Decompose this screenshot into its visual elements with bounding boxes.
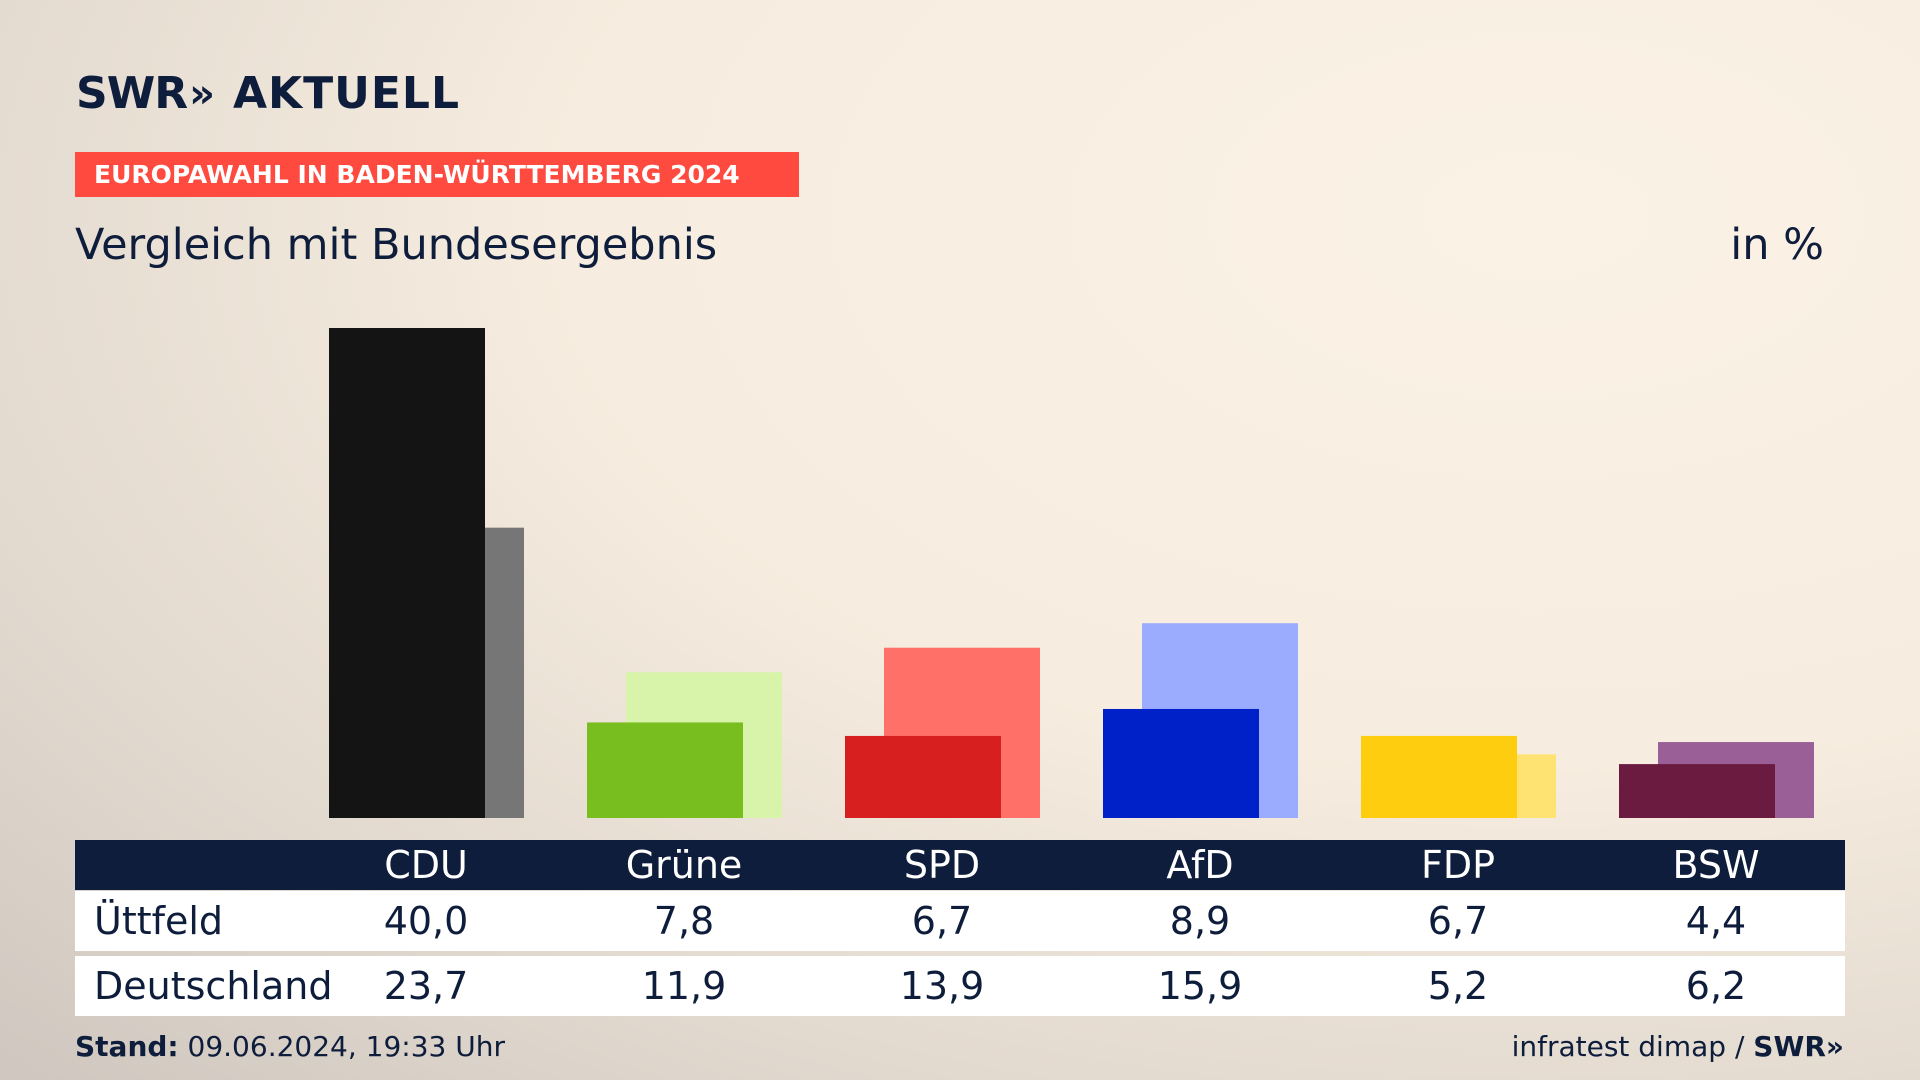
source-text: infratest dimap / [1511,1030,1745,1063]
logo-aktuell-text: AKTUELL [232,68,460,119]
bar-local-grüne [587,722,743,818]
row-label-germany: Deutschland [94,964,333,1008]
source-credit: infratest dimap / SWR» [1512,1030,1844,1063]
table-row-local: Üttfeld 40,0 7,8 6,7 8,9 6,7 4,4 [75,891,1845,951]
value-germany-spd: 13,9 [899,964,985,1008]
party-label-grüne: Grüne [625,843,743,887]
row-label-local: Üttfeld [94,899,224,943]
party-header-row: CDU Grüne SPD AfD FDP BSW [75,840,1845,890]
stand-value: 09.06.2024, 19:33 Uhr [187,1030,505,1063]
logo-swr-text: SWR [76,68,188,119]
bar-local-spd [845,735,1001,818]
value-germany-afd: 15,9 [1157,964,1243,1008]
bar-local-fdp [1361,735,1517,818]
value-germany-bsw: 6,2 [1685,964,1747,1008]
party-label-fdp: FDP [1420,843,1496,887]
value-local-grüne: 7,8 [653,899,715,943]
stand-label: Stand: [75,1030,179,1063]
value-local-fdp: 6,7 [1427,899,1489,943]
value-germany-fdp: 5,2 [1427,964,1489,1008]
value-germany-grüne: 11,9 [641,964,727,1008]
chart-subtitle: Vergleich mit Bundesergebnis [75,220,718,270]
election-banner: EUROPAWAHL IN BADEN-WÜRTTEMBERG 2024 [75,152,799,197]
swr-aktuell-logo: SWR » AKTUELL [76,68,460,119]
timestamp: Stand: 09.06.2024, 19:33 Uhr [75,1030,505,1063]
value-local-spd: 6,7 [911,899,973,943]
party-label-spd: SPD [903,843,981,887]
bar-local-afd [1103,708,1259,818]
party-label-afd: AfD [1166,843,1234,887]
unit-label: in % [1730,220,1824,270]
value-local-afd: 8,9 [1169,899,1231,943]
logo-arrows-icon: » [189,70,215,117]
table-row-germany: Deutschland 23,7 11,9 13,9 15,9 5,2 6,2 [75,956,1845,1016]
value-local-bsw: 4,4 [1685,899,1747,943]
party-label-cdu: CDU [384,843,468,887]
value-local-cdu: 40,0 [383,899,469,943]
swr-small-logo: SWR» [1753,1030,1844,1063]
party-label-bsw: BSW [1672,843,1760,887]
bar-local-cdu [329,328,485,818]
value-germany-cdu: 23,7 [383,964,469,1008]
bar-local-bsw [1619,764,1775,818]
